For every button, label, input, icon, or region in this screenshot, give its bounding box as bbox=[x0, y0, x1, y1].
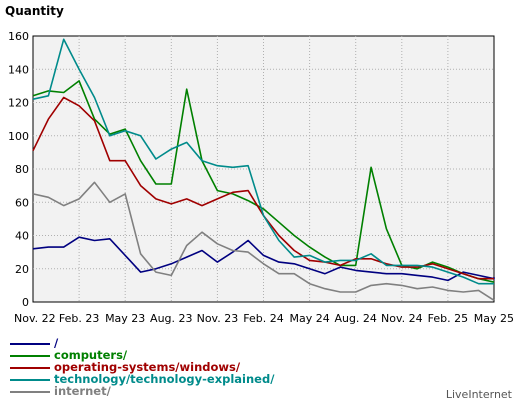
y-tick-label: 140 bbox=[8, 63, 29, 76]
x-tick-label: May 25 bbox=[474, 312, 514, 325]
x-tick-label: Nov. 22 bbox=[14, 312, 56, 325]
y-tick-label: 40 bbox=[15, 230, 29, 243]
x-tick-label: May 23 bbox=[105, 312, 145, 325]
series-line bbox=[32, 181, 495, 301]
legend-label: internet/ bbox=[54, 384, 111, 398]
legend-swatch bbox=[10, 379, 50, 381]
x-tick-label: Feb. 24 bbox=[243, 312, 283, 325]
x-tick-label: Feb. 23 bbox=[59, 312, 99, 325]
y-tick-label: 120 bbox=[8, 97, 29, 110]
y-tick-label: 100 bbox=[8, 130, 29, 143]
y-tick-label: 160 bbox=[8, 30, 29, 43]
x-tick-label: Aug. 24 bbox=[334, 312, 376, 325]
legend-label: / bbox=[54, 336, 59, 350]
legend-label: technology/technology-explained/ bbox=[54, 372, 275, 386]
brand-label: LiveInternet bbox=[445, 388, 512, 401]
legend-label: computers/ bbox=[54, 348, 128, 362]
legend-swatch bbox=[10, 355, 50, 357]
chart-title: Quantity bbox=[5, 4, 64, 18]
x-axis-ticks: Nov. 22 Feb. 23 May 23 Aug. 23 Nov. 23 Feb. 2… bbox=[14, 312, 514, 325]
x-tick-label: May 24 bbox=[289, 312, 329, 325]
series-line bbox=[32, 38, 494, 285]
x-tick-label: Feb. 25 bbox=[428, 312, 468, 325]
series-lines bbox=[32, 38, 495, 301]
legend-swatch bbox=[10, 343, 50, 345]
y-axis-ticks: 0 20 40 60 80 100 120 140 160 bbox=[8, 30, 29, 309]
legend-swatch bbox=[10, 367, 50, 369]
y-tick-label: 20 bbox=[15, 263, 29, 276]
y-tick-label: 80 bbox=[15, 163, 29, 176]
line-chart: 0 20 40 60 80 100 120 140 160 Nov. 22 Feb. 23 May … bbox=[8, 30, 514, 325]
x-tick-label: Nov. 24 bbox=[381, 312, 423, 325]
legend-swatch bbox=[10, 391, 50, 393]
series-line bbox=[32, 236, 495, 282]
legend-label: operating-systems/windows/ bbox=[54, 360, 241, 374]
y-tick-label: 60 bbox=[15, 196, 29, 209]
y-tick-label: 0 bbox=[22, 296, 29, 309]
x-tick-label: Nov. 23 bbox=[197, 312, 239, 325]
x-tick-label: Aug. 23 bbox=[150, 312, 192, 325]
